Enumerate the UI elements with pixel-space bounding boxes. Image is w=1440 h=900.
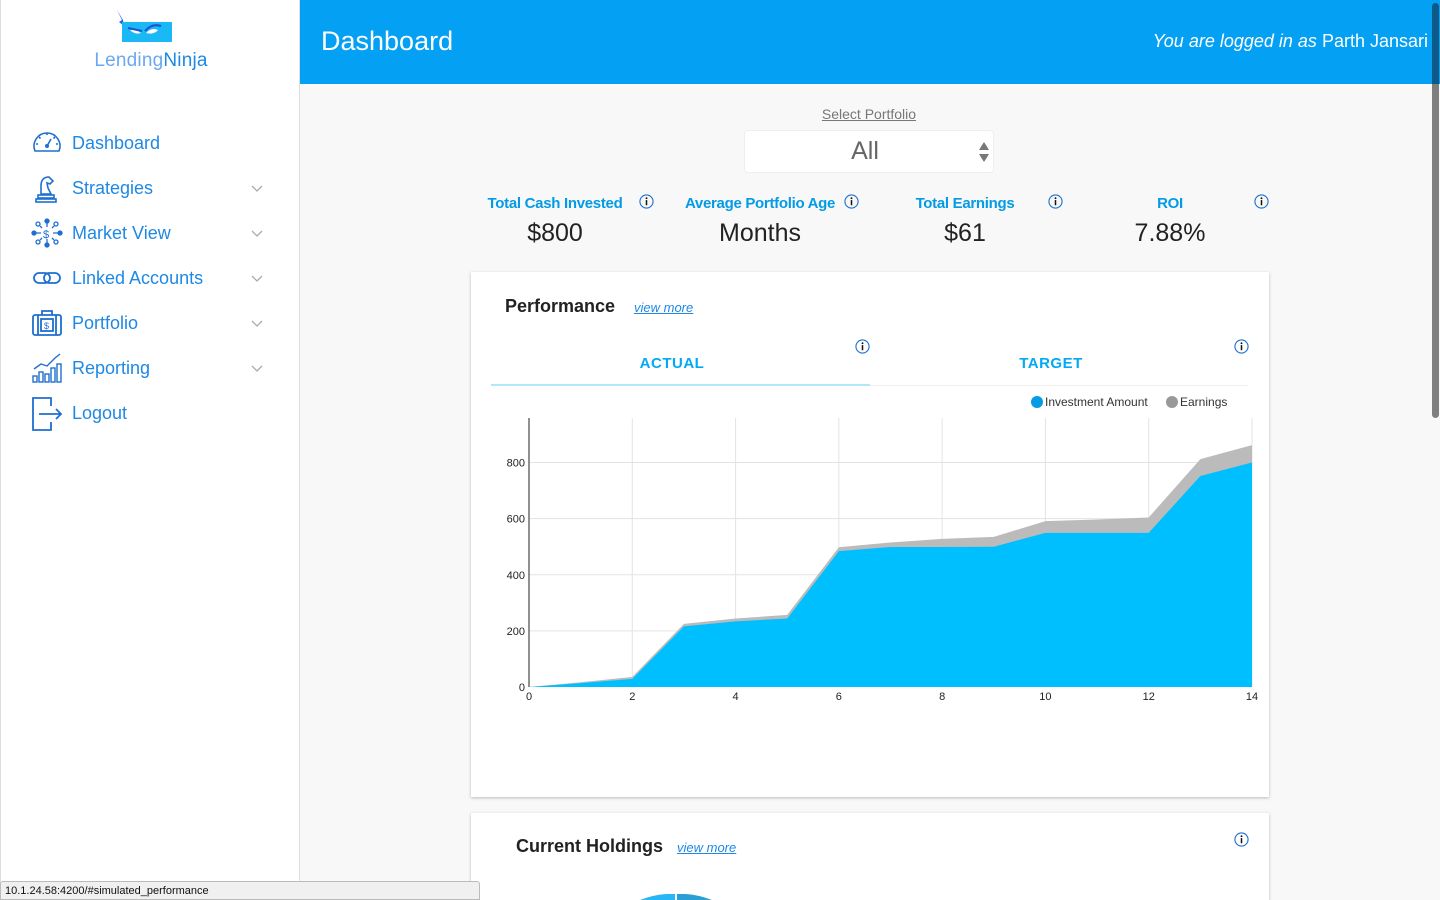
sidebar-item-label: Portfolio: [72, 313, 139, 333]
stat-value: $800: [527, 219, 583, 247]
chevron-down-icon[interactable]: [250, 361, 264, 375]
stat-label: Average Portfolio Age: [684, 195, 836, 212]
investment-amount-area: [529, 462, 1252, 687]
chevron-down-icon[interactable]: [250, 271, 264, 285]
active-tab-indicator: [491, 384, 870, 386]
link-icon: [33, 272, 61, 284]
y-tick-label: 200: [507, 626, 525, 638]
logout-icon: [32, 397, 63, 431]
sidebar-item-label: Strategies: [72, 178, 154, 198]
sidebar-item-portfolio[interactable]: $ Portfolio: [1, 305, 301, 350]
legend-investment-amount[interactable]: Investment Amount: [1031, 395, 1148, 409]
sidebar: LendingNinja Dashboard Strategies $: [0, 0, 300, 900]
chevron-down-icon[interactable]: [250, 316, 264, 330]
tab-target[interactable]: TARGET: [1019, 355, 1083, 372]
chevron-down-icon[interactable]: [250, 226, 264, 240]
legend-label: Earnings: [1180, 395, 1228, 409]
legend-earnings[interactable]: Earnings: [1166, 395, 1227, 409]
sidebar-item-reporting[interactable]: Reporting: [1, 350, 301, 395]
sidebar-item-label: Reporting: [72, 358, 151, 378]
info-icon[interactable]: [1234, 339, 1249, 354]
stat-average-portfolio-age: Average Portfolio Age Months: [660, 195, 860, 248]
scrollbar-thumb[interactable]: [1432, 3, 1439, 418]
speedometer-icon: [33, 132, 61, 152]
browser-status-url: 10.1.24.58:4200/#simulated_performance: [0, 881, 480, 900]
info-icon[interactable]: [844, 194, 859, 209]
sidebar-item-label: Dashboard: [72, 133, 161, 153]
sidebar-item-label: Linked Accounts: [72, 268, 204, 288]
user-name[interactable]: Parth Jansari: [1321, 31, 1428, 51]
chess-knight-icon: [35, 176, 57, 203]
stat-value: 7.88%: [1134, 219, 1206, 247]
ninja-logo-icon: [117, 10, 172, 42]
info-icon[interactable]: [639, 194, 654, 209]
brand-name: LendingNinja: [1, 50, 301, 72]
network-dollar-icon: $: [31, 218, 63, 248]
brand-part-ninja: Ninja: [163, 50, 208, 71]
login-prefix: You are logged in as: [1152, 31, 1317, 51]
select-arrows-icon: [979, 142, 989, 162]
legend-label: Investment Amount: [1045, 395, 1148, 409]
stat-roi: ROI 7.88%: [1070, 195, 1270, 248]
stat-value: Months: [719, 219, 801, 247]
x-tick-label: 14: [1246, 691, 1258, 703]
scrollbar-thumb-top: [1432, 3, 1439, 84]
x-tick-label: 4: [733, 691, 739, 703]
stat-total-earnings: Total Earnings $61: [865, 195, 1065, 248]
x-tick-label: 8: [939, 691, 945, 703]
legend-swatch: [1166, 396, 1178, 408]
performance-chart: 0 200 400 600 800 0 2 4 6 8 10 12 14: [507, 418, 1258, 703]
info-icon[interactable]: [1048, 194, 1063, 209]
stat-label: Total Cash Invested: [487, 195, 623, 212]
y-tick-label: 800: [507, 458, 525, 470]
bar-chart-trend-icon: [32, 353, 62, 383]
x-tick-label: 10: [1039, 691, 1051, 703]
performance-title: Performance: [505, 296, 616, 316]
sidebar-item-market-view[interactable]: $ Market View: [1, 215, 301, 260]
legend-swatch: [1031, 396, 1043, 408]
x-tick-label: 12: [1143, 691, 1155, 703]
top-bar: Dashboard You are logged in as Parth Jan…: [300, 0, 1440, 84]
page-title: Dashboard: [321, 26, 454, 56]
stat-label: ROI: [1157, 195, 1183, 212]
svg-text:$: $: [44, 321, 49, 331]
portfolio-select[interactable]: All: [744, 130, 994, 173]
stat-total-cash-invested: Total Cash Invested $800: [455, 195, 655, 248]
current-holdings-card: [471, 813, 1269, 900]
y-tick-label: 400: [507, 570, 525, 582]
sidebar-nav: Dashboard Strategies $ Market View: [1, 125, 301, 440]
info-icon[interactable]: [1234, 832, 1249, 847]
current-holdings-view-more-link[interactable]: view more: [677, 840, 737, 855]
sidebar-item-dashboard[interactable]: Dashboard: [1, 125, 301, 170]
stat-label: Total Earnings: [915, 195, 1015, 212]
info-icon[interactable]: [1254, 194, 1269, 209]
stat-value: $61: [944, 219, 986, 247]
holdings-pie-chart: [640, 894, 712, 900]
y-tick-label: 600: [507, 514, 525, 526]
login-info: You are logged in as Parth Jansari: [1153, 31, 1428, 52]
brand-part-lending: Lending: [94, 50, 164, 71]
x-tick-label: 2: [629, 691, 635, 703]
x-tick-label: 0: [526, 691, 532, 703]
sidebar-item-label: Market View: [72, 223, 171, 243]
sidebar-item-strategies[interactable]: Strategies: [1, 170, 301, 215]
y-tick-label: 0: [519, 682, 525, 694]
sidebar-item-logout[interactable]: Logout: [1, 395, 301, 440]
sidebar-item-label: Logout: [72, 403, 128, 423]
chevron-down-icon[interactable]: [250, 181, 264, 195]
x-tick-label: 6: [836, 691, 842, 703]
current-holdings-title: Current Holdings: [516, 836, 663, 856]
tab-actual[interactable]: ACTUAL: [639, 355, 705, 372]
svg-text:$: $: [43, 229, 49, 241]
tab-divider: [870, 385, 1248, 386]
performance-view-more-link[interactable]: view more: [634, 300, 694, 315]
sidebar-item-linked-accounts[interactable]: Linked Accounts: [1, 260, 301, 305]
info-icon[interactable]: [855, 339, 870, 354]
briefcase-dollar-icon: $: [32, 310, 62, 336]
select-portfolio-label: Select Portfolio: [821, 106, 917, 122]
portfolio-select-value: All: [851, 137, 879, 165]
